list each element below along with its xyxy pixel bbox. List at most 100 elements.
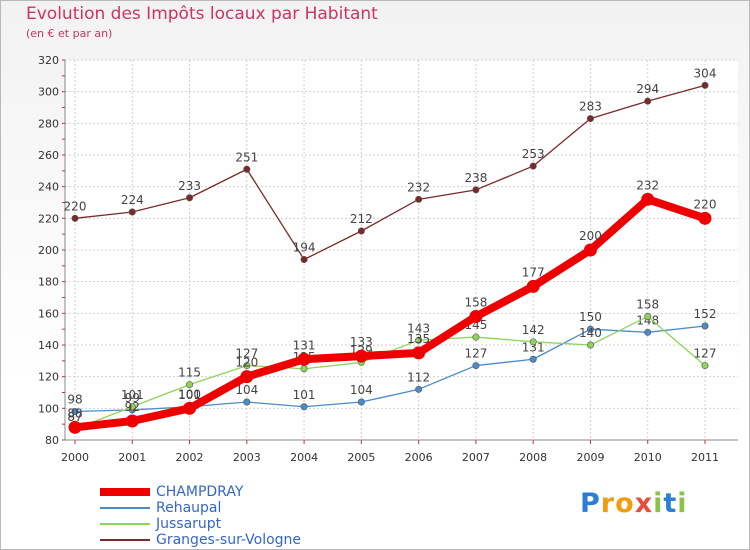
x-tick-label: 2003 [233, 451, 261, 464]
logo-letter: i [653, 488, 664, 519]
data-label-champdray: 133 [350, 335, 373, 349]
logo-letter: P [580, 488, 601, 519]
data-point-jussarupt [128, 403, 136, 411]
data-label-granges-sur-vologne: 212 [350, 212, 373, 226]
data-point-champdray [183, 401, 197, 415]
data-point-champdray [297, 352, 311, 366]
data-label-jussarupt: 101 [121, 388, 144, 402]
x-tick-label: 2005 [347, 451, 375, 464]
data-label-champdray: 177 [522, 265, 545, 279]
legend-item-champdray: CHAMPDRAY [100, 484, 301, 500]
data-label-rehaupal: 104 [235, 383, 258, 397]
data-point-champdray [698, 211, 712, 225]
data-point-granges-sur-vologne [586, 115, 594, 123]
y-tick-label: 100 [38, 402, 59, 415]
data-label-champdray: 120 [235, 356, 258, 370]
data-point-jussarupt [701, 362, 709, 370]
data-point-rehaupal [644, 328, 652, 336]
data-label-champdray: 88 [67, 406, 82, 420]
x-tick-label: 2007 [462, 451, 490, 464]
data-label-rehaupal: 98 [67, 393, 82, 407]
legend-swatch-champdray [100, 488, 150, 496]
data-point-champdray [354, 349, 368, 363]
legend-swatch-granges [100, 539, 150, 541]
data-point-jussarupt [586, 341, 594, 349]
legend-label-granges: Granges-sur-Vologne [156, 532, 302, 548]
data-label-jussarupt: 127 [235, 347, 258, 361]
data-point-granges-sur-vologne [644, 97, 652, 105]
logo-letter: x [634, 488, 654, 519]
data-point-champdray [469, 310, 483, 323]
data-label-rehaupal: 127 [464, 347, 487, 361]
data-point-jussarupt [644, 312, 652, 320]
logo-letter: r [600, 488, 616, 519]
data-point-champdray [68, 420, 82, 434]
data-point-rehaupal [300, 403, 308, 411]
data-label-rehaupal: 104 [350, 383, 373, 397]
data-point-granges-sur-vologne [701, 81, 709, 89]
data-label-champdray: 135 [407, 332, 430, 346]
proxiti-logo: Proxiti [580, 488, 688, 519]
data-label-granges-sur-vologne: 251 [235, 150, 258, 164]
legend: CHAMPDRAY Rehaupal Jussarupt Granges-sur… [100, 484, 301, 548]
data-label-granges-sur-vologne: 238 [464, 171, 487, 185]
data-point-rehaupal [415, 385, 423, 393]
data-label-champdray: 92 [125, 400, 140, 414]
series-line-champdray [71, 195, 709, 432]
data-label-rehaupal: 101 [178, 388, 201, 402]
data-point-granges-sur-vologne [300, 255, 308, 263]
data-label-rehaupal: 112 [407, 370, 430, 384]
x-tick-label: 2011 [691, 451, 719, 464]
y-tick-label: 280 [38, 117, 59, 130]
legend-label-champdray: CHAMPDRAY [156, 484, 244, 500]
data-label-granges-sur-vologne: 253 [522, 147, 545, 161]
data-label-jussarupt: 158 [636, 298, 659, 312]
data-point-rehaupal [472, 362, 480, 370]
data-label-jussarupt: 127 [694, 347, 717, 361]
y-tick-label: 260 [38, 149, 59, 162]
logo-letter: o [615, 488, 635, 519]
data-label-granges-sur-vologne: 224 [121, 193, 144, 207]
y-tick-label: 240 [38, 181, 59, 194]
chart-title: Evolution des Impôts locaux par Habitant [26, 4, 378, 24]
y-tick-label: 180 [38, 276, 59, 289]
data-label-champdray: 232 [636, 178, 659, 192]
data-point-granges-sur-vologne [128, 208, 136, 216]
legend-label-rehaupal: Rehaupal [156, 500, 222, 516]
data-point-rehaupal [71, 407, 79, 415]
data-point-rehaupal [586, 325, 594, 333]
data-point-champdray [412, 346, 426, 360]
data-label-granges-sur-vologne: 233 [178, 179, 201, 193]
data-label-champdray: 200 [579, 229, 602, 243]
x-tick-label: 2006 [405, 451, 433, 464]
logo-letter: i [677, 488, 688, 519]
data-label-jussarupt: 87 [67, 410, 82, 424]
y-tick-label: 140 [38, 339, 59, 352]
x-tick-label: 2010 [634, 451, 662, 464]
legend-item-jussarupt: Jussarupt [100, 516, 301, 532]
data-point-granges-sur-vologne [71, 214, 79, 222]
data-point-granges-sur-vologne [243, 165, 251, 173]
data-label-granges-sur-vologne: 283 [579, 100, 602, 114]
data-label-jussarupt: 115 [178, 366, 201, 380]
data-label-rehaupal: 150 [579, 310, 602, 324]
data-point-granges-sur-vologne [472, 186, 480, 194]
data-label-jussarupt: 142 [522, 323, 545, 337]
data-label-rehaupal: 131 [522, 340, 545, 354]
data-point-rehaupal [529, 355, 537, 363]
data-point-champdray [526, 279, 540, 293]
data-point-rehaupal [701, 322, 709, 330]
data-point-jussarupt [243, 362, 251, 370]
data-point-granges-sur-vologne [186, 194, 194, 202]
x-tick-label: 2004 [290, 451, 318, 464]
data-label-champdray: 100 [178, 387, 201, 401]
data-label-rehaupal: 101 [293, 388, 316, 402]
data-label-rehaupal: 148 [636, 313, 659, 327]
data-point-jussarupt [300, 365, 308, 373]
x-tick-label: 2009 [576, 451, 604, 464]
data-point-jussarupt [415, 336, 423, 344]
legend-swatch-jussarupt [100, 523, 150, 525]
data-point-champdray [583, 243, 597, 257]
y-tick-label: 80 [45, 434, 59, 447]
data-label-jussarupt: 140 [579, 326, 602, 340]
